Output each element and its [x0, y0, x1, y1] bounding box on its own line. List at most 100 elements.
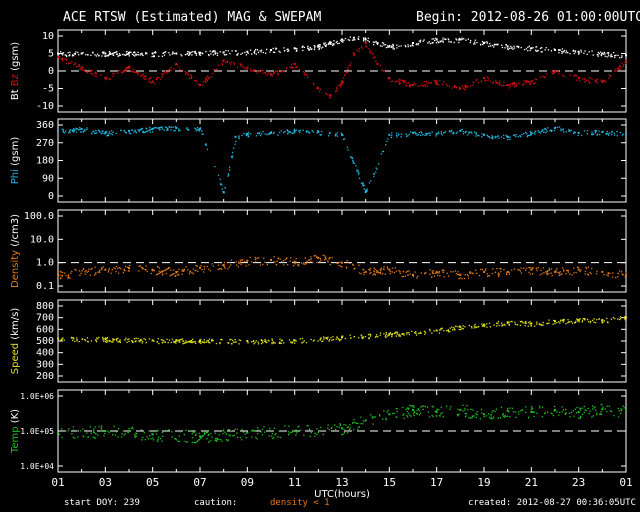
data-point: [148, 430, 150, 432]
data-point: [579, 408, 581, 410]
data-point: [565, 131, 567, 133]
x-tick-label: 09: [241, 476, 254, 489]
data-point: [328, 338, 331, 341]
data-point: [111, 133, 113, 136]
data-point: [93, 274, 96, 276]
data-point: [86, 127, 88, 129]
data-point: [535, 323, 538, 325]
data-point: [393, 412, 395, 414]
data-point: [589, 82, 591, 84]
data-point: [486, 326, 488, 328]
data-point: [67, 430, 69, 432]
data-point: [202, 84, 204, 86]
data-point: [535, 46, 537, 48]
data-point: [227, 439, 230, 441]
data-point: [341, 41, 343, 43]
data-point: [532, 83, 535, 85]
data-point: [130, 340, 133, 342]
data-point: [408, 270, 410, 272]
data-point: [181, 338, 184, 340]
data-point: [429, 269, 431, 271]
data-point: [497, 320, 500, 323]
data-point: [253, 68, 256, 71]
data-point: [189, 270, 192, 272]
data-point: [422, 40, 424, 42]
data-point: [228, 166, 231, 168]
data-point: [379, 45, 382, 47]
data-point: [554, 270, 556, 273]
data-point: [416, 134, 418, 137]
data-point: [472, 81, 475, 83]
data-point: [614, 55, 616, 57]
data-point: [128, 266, 130, 269]
data-point: [243, 132, 245, 135]
data-point: [531, 273, 534, 275]
data-point: [499, 83, 501, 86]
data-point: [143, 337, 145, 340]
data-point: [291, 342, 293, 344]
data-point: [293, 47, 296, 50]
data-point: [513, 45, 515, 47]
data-point: [390, 333, 393, 335]
data-point: [562, 128, 565, 130]
data-point: [98, 54, 100, 57]
data-point: [335, 90, 337, 93]
data-point: [475, 132, 477, 134]
data-point: [511, 47, 513, 49]
data-point: [112, 339, 114, 341]
data-point: [158, 55, 160, 58]
data-point: [137, 337, 139, 340]
data-point: [437, 131, 440, 133]
data-point: [163, 269, 166, 272]
data-point: [167, 341, 169, 344]
data-point: [118, 272, 120, 274]
data-point: [367, 334, 370, 336]
data-point: [589, 321, 591, 324]
data-point: [348, 39, 351, 41]
data-point: [375, 171, 377, 173]
data-point: [146, 436, 148, 438]
data-point: [596, 270, 598, 272]
data-point: [121, 71, 123, 73]
data-point: [221, 60, 224, 62]
data-point: [125, 132, 127, 134]
data-point: [497, 135, 499, 137]
data-point: [164, 72, 166, 74]
data-point: [132, 68, 134, 70]
data-point: [541, 416, 544, 418]
data-point: [528, 134, 530, 137]
data-point: [158, 342, 160, 345]
data-point: [433, 38, 435, 40]
data-point: [259, 71, 262, 73]
data-point: [169, 54, 171, 56]
data-point: [284, 50, 286, 52]
data-point: [139, 54, 141, 56]
data-point: [341, 261, 343, 264]
data-point: [310, 258, 312, 260]
data-point: [481, 268, 484, 271]
data-point: [392, 412, 394, 415]
data-point: [186, 127, 188, 129]
data-point: [94, 426, 96, 428]
data-point: [597, 133, 599, 135]
data-point: [112, 54, 114, 56]
data-point: [82, 428, 84, 430]
data-point: [106, 135, 108, 137]
data-point: [280, 342, 283, 345]
data-point: [187, 51, 189, 53]
data-point: [210, 439, 212, 442]
data-point: [435, 38, 438, 41]
data-point: [72, 337, 74, 339]
data-point: [419, 85, 421, 87]
data-point: [296, 432, 298, 434]
data-point: [312, 340, 315, 342]
data-point: [352, 52, 355, 55]
data-point: [463, 277, 466, 280]
data-point: [262, 340, 264, 342]
data-point: [470, 85, 472, 87]
data-point: [298, 425, 300, 427]
data-point: [458, 37, 460, 40]
data-point: [154, 126, 157, 129]
data-point: [137, 73, 139, 76]
data-point: [223, 261, 226, 264]
